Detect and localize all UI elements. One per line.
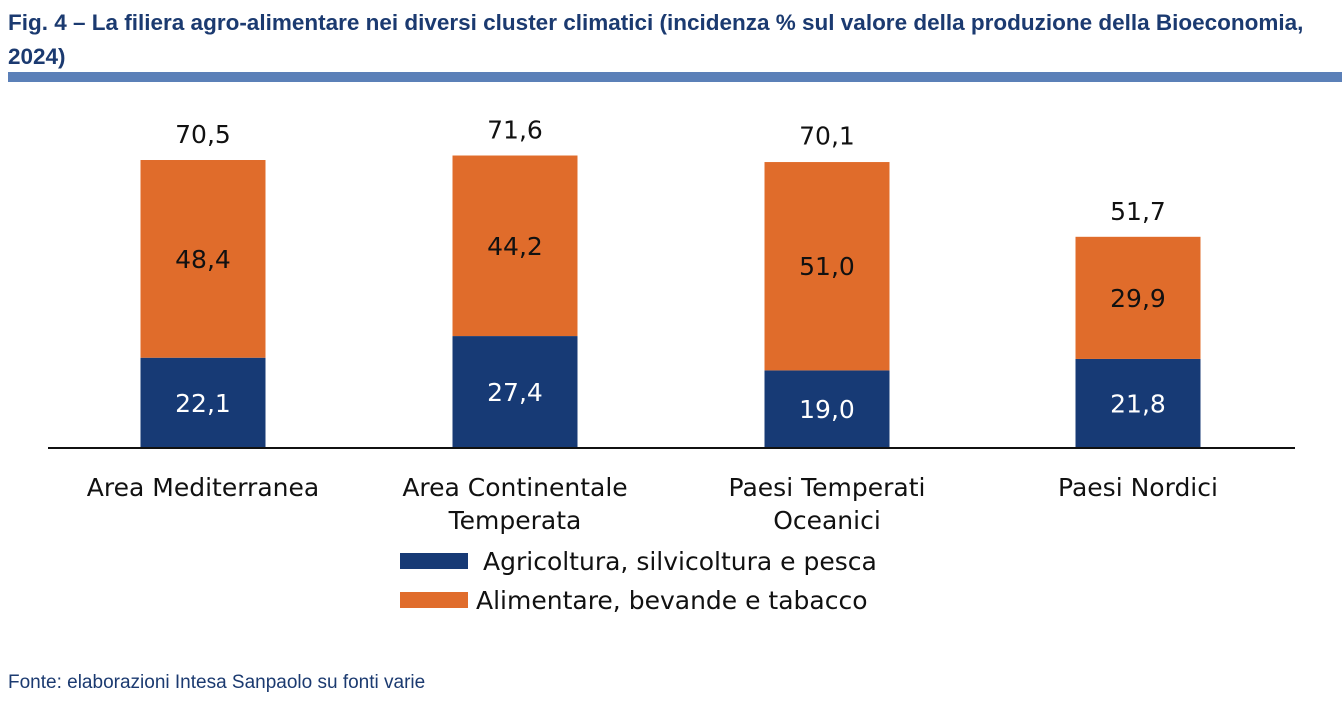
category-label: Paesi Nordici xyxy=(1058,473,1218,502)
total-label: 70,5 xyxy=(175,120,231,149)
bar-segment xyxy=(1075,358,1201,448)
legend-swatch xyxy=(400,592,468,608)
category-label: Area Continentale xyxy=(402,473,627,502)
source-note: Fonte: elaborazioni Intesa Sanpaolo su f… xyxy=(8,672,426,693)
data-label: 19,0 xyxy=(799,395,855,424)
data-label: 44,2 xyxy=(487,232,543,261)
bar-segment xyxy=(140,160,266,358)
data-label: 48,4 xyxy=(175,245,231,274)
bar-segment xyxy=(1075,236,1201,359)
bar-segment xyxy=(140,357,266,448)
data-label: 27,4 xyxy=(487,378,543,407)
category-label: Oceanici xyxy=(773,506,881,535)
stacked-bar-chart: 22,1 48,4 70,5 Area Mediterranea 27,4 44,2 71,… xyxy=(48,116,1295,615)
data-label: 22,1 xyxy=(175,389,231,418)
legend-label: Alimentare, bevande e tabacco xyxy=(476,586,868,615)
legend-swatch xyxy=(400,553,468,569)
legend-label: Agricoltura, silvicoltura e pesca xyxy=(483,547,877,576)
data-label: 29,9 xyxy=(1110,284,1166,313)
data-label: 51,0 xyxy=(799,252,855,281)
category-label: Paesi Temperati xyxy=(729,473,926,502)
total-label: 51,7 xyxy=(1110,197,1166,226)
title-divider xyxy=(8,72,1342,82)
category-label: Temperata xyxy=(448,506,582,535)
total-label: 70,1 xyxy=(799,122,855,151)
total-label: 71,6 xyxy=(487,116,543,145)
bar-segment xyxy=(452,336,578,448)
chart-title: Fig. 4 – La filiera agro-alimentare nei … xyxy=(8,10,1304,69)
data-label: 21,8 xyxy=(1110,389,1166,418)
bar-segment xyxy=(764,162,890,371)
category-label: Area Mediterranea xyxy=(87,473,319,502)
bar-segment xyxy=(764,370,890,448)
bar-segment xyxy=(452,155,578,337)
